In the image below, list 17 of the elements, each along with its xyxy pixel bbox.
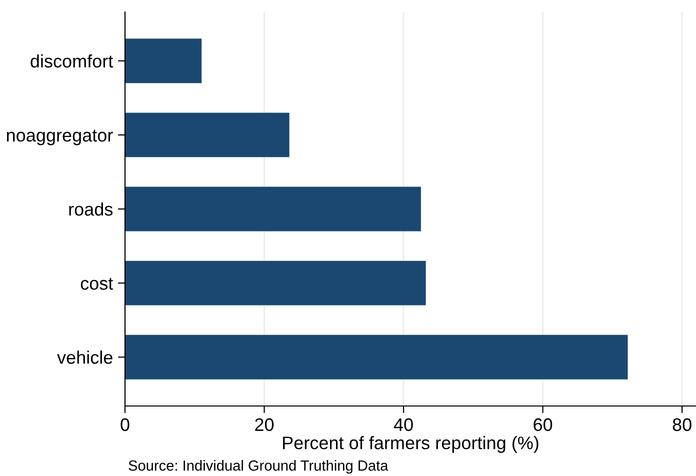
y-tick-label: discomfort [30,54,114,68]
bar [125,186,421,232]
source-note: Source: Individual Ground Truthing Data [128,460,388,474]
bar [125,38,202,84]
x-tick-label: 20 [255,418,274,432]
x-tick-label: 40 [394,418,413,432]
y-tick-label: cost [80,278,114,290]
bar [125,112,290,158]
y-tick-label: vehicle [57,350,112,364]
x-tick-label: 0 [120,418,130,432]
bar [125,334,628,380]
y-tick-label: noaggregator [6,130,113,146]
x-tick-label: 80 [672,418,692,432]
x-axis-title: Percent of farmers reporting (%) [283,436,538,453]
y-tick-label: roads [69,202,113,216]
bar [125,260,426,306]
x-tick-label: 60 [534,418,552,432]
